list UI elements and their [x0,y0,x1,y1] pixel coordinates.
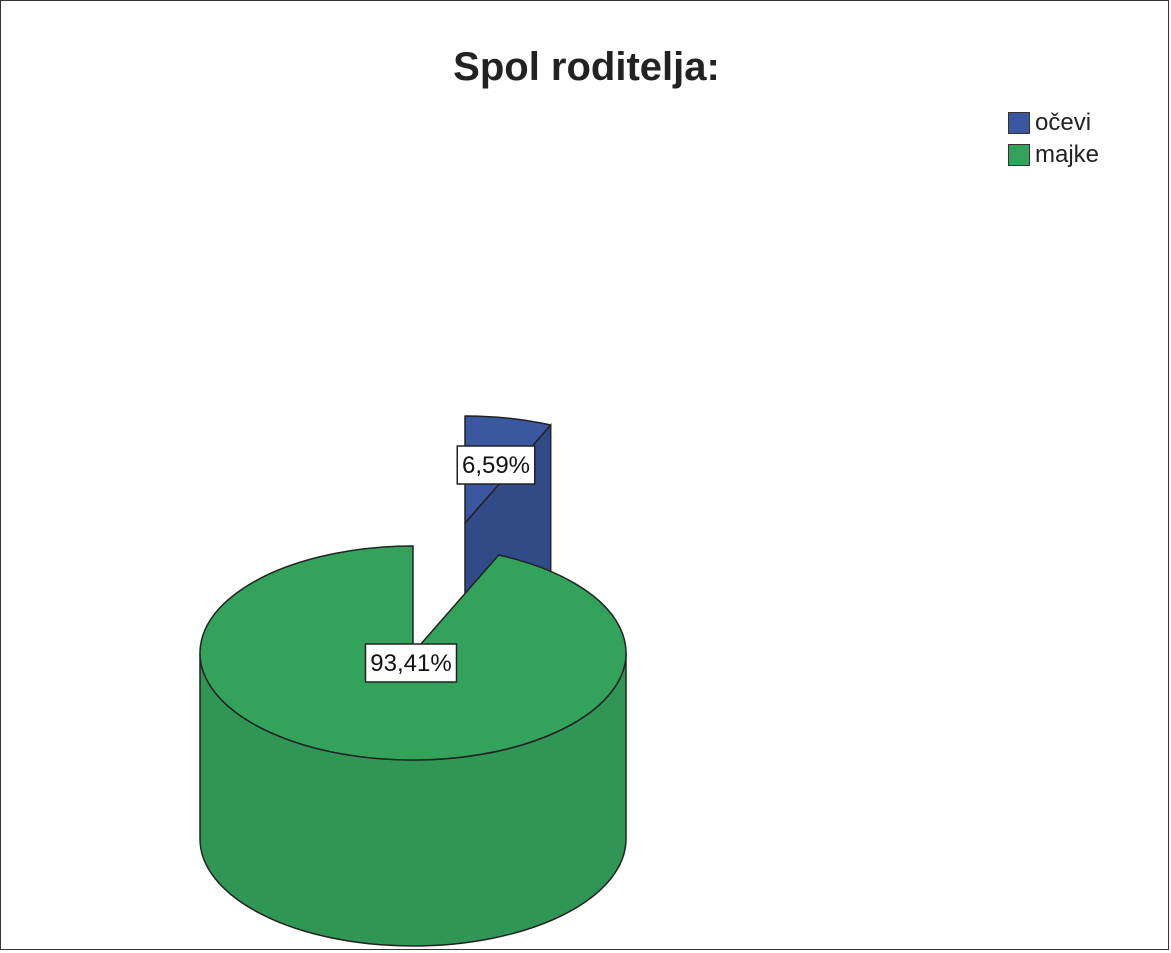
legend-swatch-ocevi [1008,112,1030,134]
legend-label-ocevi: očevi [1035,109,1092,136]
data-label-majke: 93,41% [364,643,458,683]
legend-swatch-majke [1008,144,1030,166]
chart-title: Spol roditelja: [453,45,720,89]
svg-text:6,59%: 6,59% [462,452,530,479]
legend: očevi majke [1008,107,1099,171]
data-label-ocevi: 6,59% [456,445,536,485]
pie-slice-majke [199,545,627,947]
legend-label-majke: majke [1035,141,1100,168]
legend-item-ocevi: očevi [1008,107,1099,139]
legend-item-majke: majke [1008,139,1099,171]
svg-text:93,41%: 93,41% [370,650,451,677]
